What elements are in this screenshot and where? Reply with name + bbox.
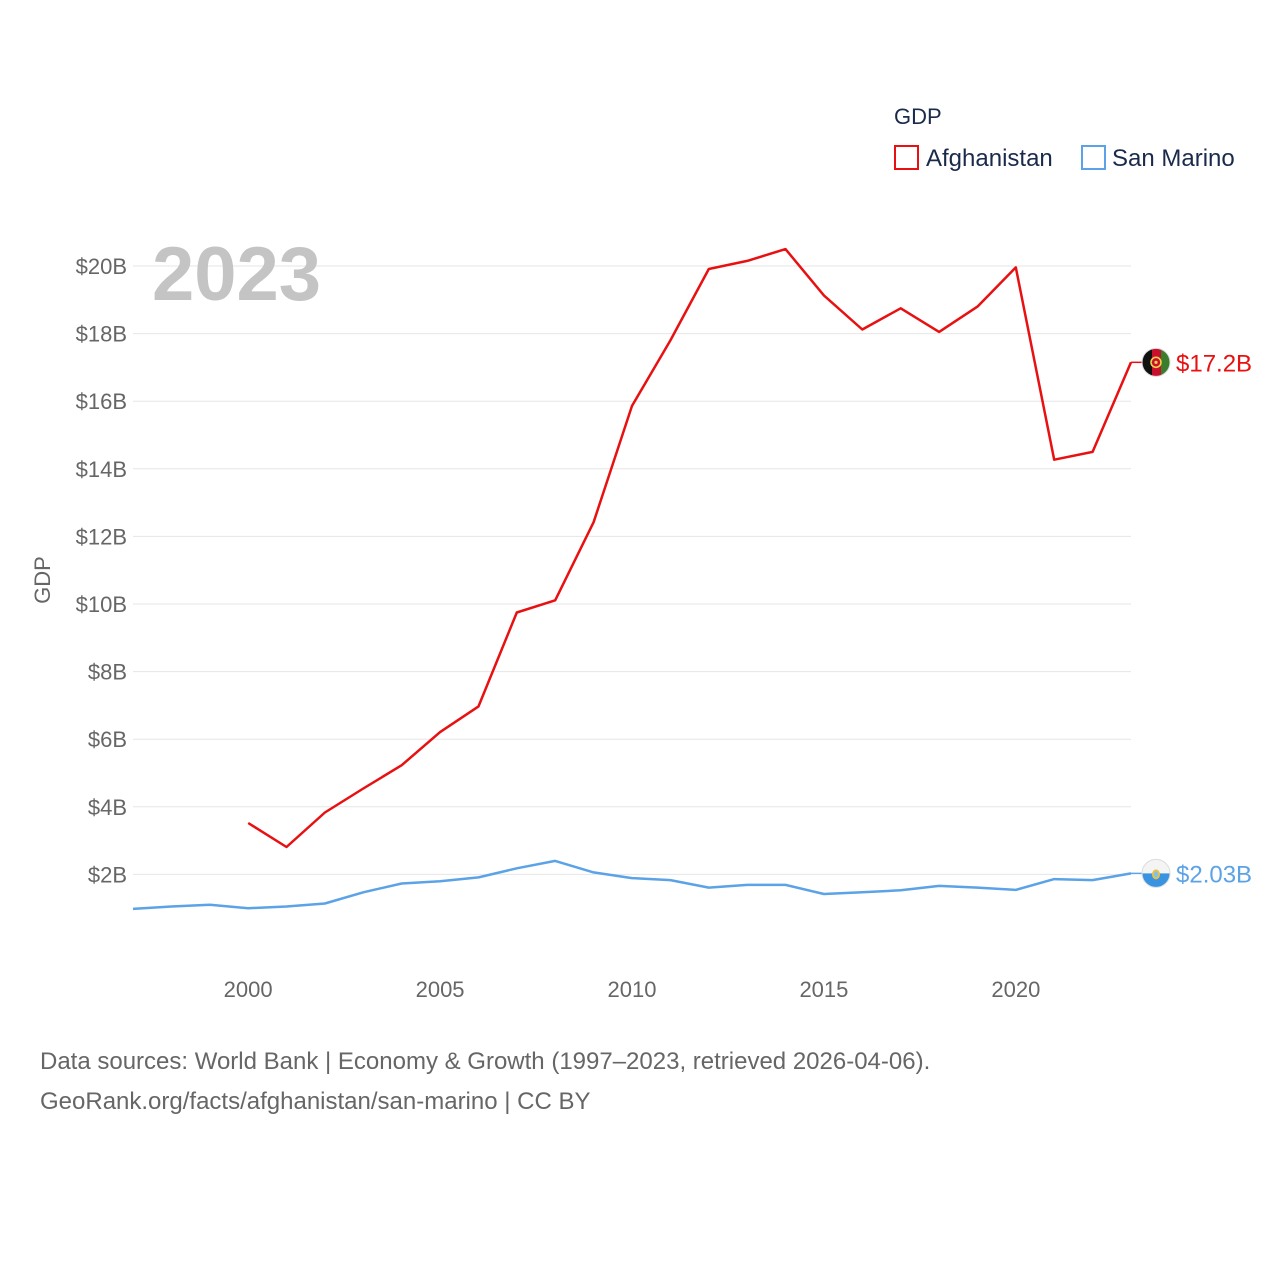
x-tick-label: 2005 — [416, 977, 465, 1002]
source-line-1: Data sources: World Bank | Economy & Gro… — [40, 1048, 931, 1075]
end-label-afghanistan: $17.2B — [1176, 350, 1252, 377]
legend-label-san-marino: San Marino — [1112, 145, 1235, 172]
afghanistan-flag-icon — [1141, 347, 1171, 377]
y-tick-label: $20B — [76, 254, 127, 279]
source-note: Data sources: World Bank | Economy & Gro… — [40, 1042, 930, 1122]
legend-title: GDP — [894, 104, 942, 129]
y-tick-label: $2B — [88, 862, 127, 887]
x-axis-ticks: 2000 2005 2010 2015 2020 — [224, 977, 1041, 1002]
x-tick-label: 2000 — [224, 977, 273, 1002]
y-tick-label: $8B — [88, 660, 127, 685]
y-tick-label: $14B — [76, 457, 127, 482]
y-tick-label: $4B — [88, 795, 127, 820]
gdp-line-chart: $2B $4B $6B $8B $10B $12B $14B $16B $18B $20B 200… — [30, 104, 1252, 1002]
y-axis-ticks: $2B $4B $6B $8B $10B $12B $14B $16B $18B $20B — [76, 254, 127, 887]
legend-item-afghanistan[interactable]: Afghanistan — [894, 145, 1053, 172]
y-axis-title: GDP — [30, 556, 55, 604]
legend-item-san-marino[interactable]: San Marino — [1081, 145, 1235, 172]
series-line-san-marino[interactable] — [132, 859, 1132, 911]
legend-swatch-afghanistan — [894, 145, 919, 170]
x-tick-label: 2015 — [799, 977, 848, 1002]
x-tick-label: 2020 — [991, 977, 1040, 1002]
series-line-afghanistan[interactable] — [247, 247, 1133, 849]
series-lines — [132, 247, 1133, 911]
legend-swatch-san-marino — [1081, 145, 1106, 170]
source-line-2: GeoRank.org/facts/afghanistan/san-marino… — [40, 1088, 591, 1115]
end-labels: $17.2B $2.03B — [1131, 347, 1252, 888]
legend-label-afghanistan: Afghanistan — [926, 145, 1053, 172]
x-tick-label: 2010 — [608, 977, 657, 1002]
end-label-san-marino: $2.03B — [1176, 861, 1252, 888]
y-tick-label: $6B — [88, 727, 127, 752]
y-tick-label: $16B — [76, 389, 127, 414]
y-tick-label: $10B — [76, 592, 127, 617]
grid-lines — [133, 265, 1131, 875]
legend: GDP Afghanistan San Marino — [894, 104, 1235, 172]
y-tick-label: $12B — [76, 524, 127, 549]
y-tick-label: $18B — [76, 322, 127, 347]
year-watermark: 2023 — [152, 232, 321, 317]
san-marino-flag-icon — [1141, 858, 1171, 888]
